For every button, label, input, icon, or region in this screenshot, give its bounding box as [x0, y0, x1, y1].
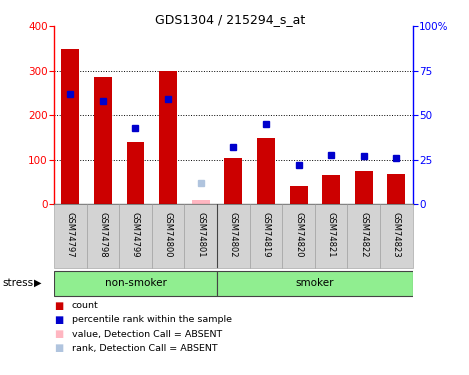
Text: GSM74800: GSM74800 — [164, 212, 173, 258]
Text: GSM74823: GSM74823 — [392, 212, 401, 258]
Text: GDS1304 / 215294_s_at: GDS1304 / 215294_s_at — [155, 13, 305, 26]
Bar — [54, 204, 87, 268]
Text: count: count — [72, 301, 98, 310]
Bar — [61, 50, 79, 204]
Text: GSM74802: GSM74802 — [229, 212, 238, 258]
Text: value, Detection Call = ABSENT: value, Detection Call = ABSENT — [72, 330, 222, 339]
Bar — [380, 204, 413, 268]
Bar — [257, 138, 275, 204]
Text: percentile rank within the sample: percentile rank within the sample — [72, 315, 232, 324]
Text: GSM74822: GSM74822 — [359, 212, 368, 258]
Bar — [355, 171, 373, 204]
Text: ■: ■ — [54, 301, 63, 310]
Text: GSM74801: GSM74801 — [196, 212, 205, 258]
Bar — [94, 78, 112, 204]
Text: rank, Detection Call = ABSENT: rank, Detection Call = ABSENT — [72, 344, 218, 353]
Bar — [315, 204, 348, 268]
Bar — [348, 204, 380, 268]
Text: GSM74797: GSM74797 — [66, 212, 75, 258]
Text: smoker: smoker — [295, 278, 334, 288]
Bar — [192, 200, 210, 204]
Bar — [159, 71, 177, 204]
Bar — [217, 270, 413, 296]
Bar — [387, 174, 405, 204]
Text: GSM74819: GSM74819 — [261, 212, 271, 258]
Bar — [224, 158, 242, 204]
Text: stress: stress — [2, 278, 33, 288]
Text: GSM74820: GSM74820 — [294, 212, 303, 258]
Bar — [127, 142, 144, 204]
Bar — [322, 176, 340, 204]
Bar — [250, 204, 282, 268]
Text: GSM74821: GSM74821 — [327, 212, 336, 258]
Bar — [289, 186, 308, 204]
Text: ■: ■ — [54, 344, 63, 353]
Text: non-smoker: non-smoker — [105, 278, 166, 288]
Bar — [217, 204, 250, 268]
Text: ▶: ▶ — [34, 278, 41, 288]
Bar — [184, 204, 217, 268]
Bar — [119, 204, 152, 268]
Text: GSM74798: GSM74798 — [98, 212, 107, 258]
Bar — [54, 270, 217, 296]
Bar — [152, 204, 184, 268]
Text: GSM74799: GSM74799 — [131, 212, 140, 258]
Text: ■: ■ — [54, 329, 63, 339]
Bar — [282, 204, 315, 268]
Bar — [87, 204, 119, 268]
Text: ■: ■ — [54, 315, 63, 325]
